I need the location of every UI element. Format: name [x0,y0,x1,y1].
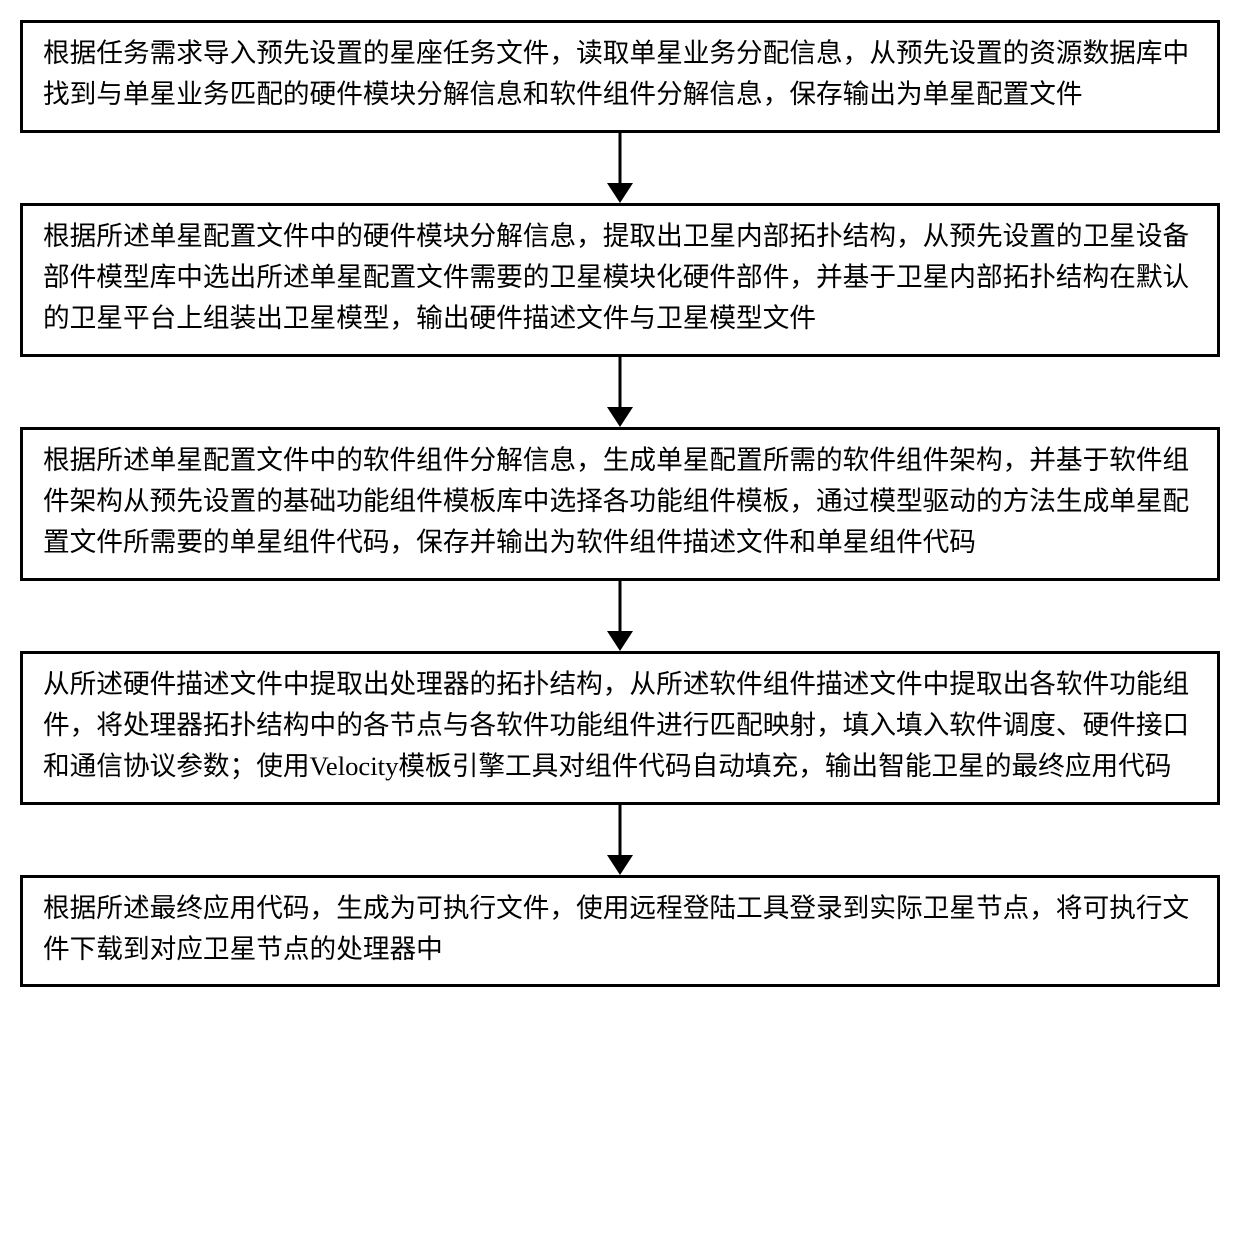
arrow-down-icon [605,133,635,203]
flow-arrow-2-3 [605,581,635,651]
arrow-down-icon [605,581,635,651]
flow-node-2-text: 根据所述单星配置文件中的软件组件分解信息，生成单星配置所需的软件组件架构，并基于… [43,440,1197,564]
flow-node-3: 从所述硬件描述文件中提取出处理器的拓扑结构，从所述软件组件描述文件中提取出各软件… [20,651,1220,805]
flowchart-canvas: 根据任务需求导入预先设置的星座任务文件，读取单星业务分配信息，从预先设置的资源数… [0,0,1240,1027]
arrow-down-icon [605,357,635,427]
flow-node-1-text: 根据所述单星配置文件中的硬件模块分解信息，提取出卫星内部拓扑结构，从预先设置的卫… [43,216,1197,340]
flow-node-0-text: 根据任务需求导入预先设置的星座任务文件，读取单星业务分配信息，从预先设置的资源数… [43,33,1197,116]
flow-arrow-1-2 [605,357,635,427]
flow-node-4-text: 根据所述最终应用代码，生成为可执行文件，使用远程登陆工具登录到实际卫星节点，将可… [43,888,1197,971]
arrow-down-icon [605,805,635,875]
flow-node-3-text: 从所述硬件描述文件中提取出处理器的拓扑结构，从所述软件组件描述文件中提取出各软件… [43,664,1197,788]
flow-node-2: 根据所述单星配置文件中的软件组件分解信息，生成单星配置所需的软件组件架构，并基于… [20,427,1220,581]
flow-node-4: 根据所述最终应用代码，生成为可执行文件，使用远程登陆工具登录到实际卫星节点，将可… [20,875,1220,988]
flow-arrow-3-4 [605,805,635,875]
flow-arrow-0-1 [605,133,635,203]
flow-node-1: 根据所述单星配置文件中的硬件模块分解信息，提取出卫星内部拓扑结构，从预先设置的卫… [20,203,1220,357]
flow-node-0: 根据任务需求导入预先设置的星座任务文件，读取单星业务分配信息，从预先设置的资源数… [20,20,1220,133]
